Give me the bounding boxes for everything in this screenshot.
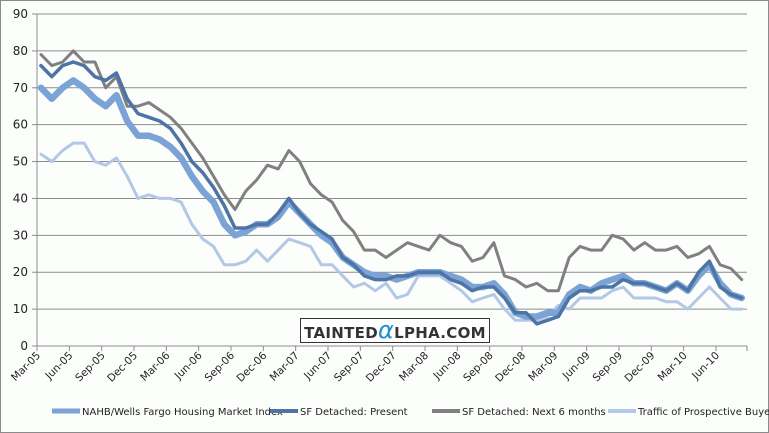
y-tick-label: 60: [13, 118, 28, 132]
x-tick-label: Mar-06: [138, 349, 172, 383]
legend-label: SF Detached: Present: [300, 407, 408, 418]
x-tick-label: Jun-07: [301, 350, 334, 383]
x-tick-label: Sep-07: [332, 350, 367, 385]
x-tick-label: Mar-07: [268, 350, 302, 384]
y-tick-label: 70: [13, 81, 28, 95]
x-tick-label: Jun-06: [172, 349, 205, 382]
y-tick-label: 30: [13, 228, 28, 242]
x-tick-label: Dec-08: [493, 350, 528, 385]
x-tick-label: Mar-05: [9, 350, 43, 384]
gridlines: [37, 13, 747, 310]
series-line-sf-detached-present: [39, 60, 744, 326]
y-tick-label: 20: [13, 265, 28, 279]
series-line-traffic-of-prospective-buyers: [39, 141, 744, 322]
y-tick-label: 40: [13, 191, 28, 205]
legend-label: SF Detached: Next 6 months: [462, 407, 606, 418]
y-tick-label: 50: [13, 155, 28, 169]
legend-label: Traffic of Prospective Buyers: [637, 407, 769, 418]
x-tick-label: Jun-09: [560, 350, 593, 383]
watermark-logo: TAINTEDαLPHA.COM: [300, 318, 490, 343]
y-tick-label: 80: [13, 44, 28, 58]
series-line-sf-detached-next-6-months: [39, 49, 744, 293]
x-tick-label: Dec-09: [622, 350, 657, 385]
x-tick-label: Dec-07: [364, 350, 399, 385]
legend: NAHB/Wells Fargo Housing Market Index SF …: [52, 407, 769, 418]
x-tick-label: Dec-06: [234, 349, 269, 384]
x-tick-label: Mar-08: [397, 350, 431, 384]
x-tick-label: Sep-06: [203, 349, 238, 384]
series-lines: [37, 49, 745, 326]
watermark-prefix: TAINTED: [304, 324, 378, 342]
watermark-suffix: LPHA.COM: [394, 324, 486, 342]
x-tick-label: Jun-10: [689, 350, 722, 383]
x-tick-label: Mar-10: [656, 350, 690, 384]
x-tick-label: Mar-09: [526, 350, 560, 384]
legend-item: SF Detached: Next 6 months: [432, 407, 606, 418]
legend-item: SF Detached: Present: [270, 407, 408, 418]
legend-label: NAHB/Wells Fargo Housing Market Index: [82, 407, 283, 418]
y-tick-label: 10: [13, 302, 28, 316]
x-tick-label: Sep-09: [591, 350, 626, 385]
x-tick-label: Dec-05: [105, 350, 140, 385]
y-tick-label: 0: [20, 339, 28, 353]
watermark-alpha: α: [377, 316, 395, 344]
legend-item: Traffic of Prospective Buyers: [608, 407, 769, 418]
x-tick-label: Jun-08: [431, 350, 464, 383]
legend-item: NAHB/Wells Fargo Housing Market Index: [52, 407, 283, 418]
x-tick-label: Sep-05: [73, 350, 108, 385]
x-tick-label: Sep-08: [461, 350, 496, 385]
y-tick-label: 90: [13, 7, 28, 21]
x-tick-label: Jun-05: [43, 350, 76, 383]
